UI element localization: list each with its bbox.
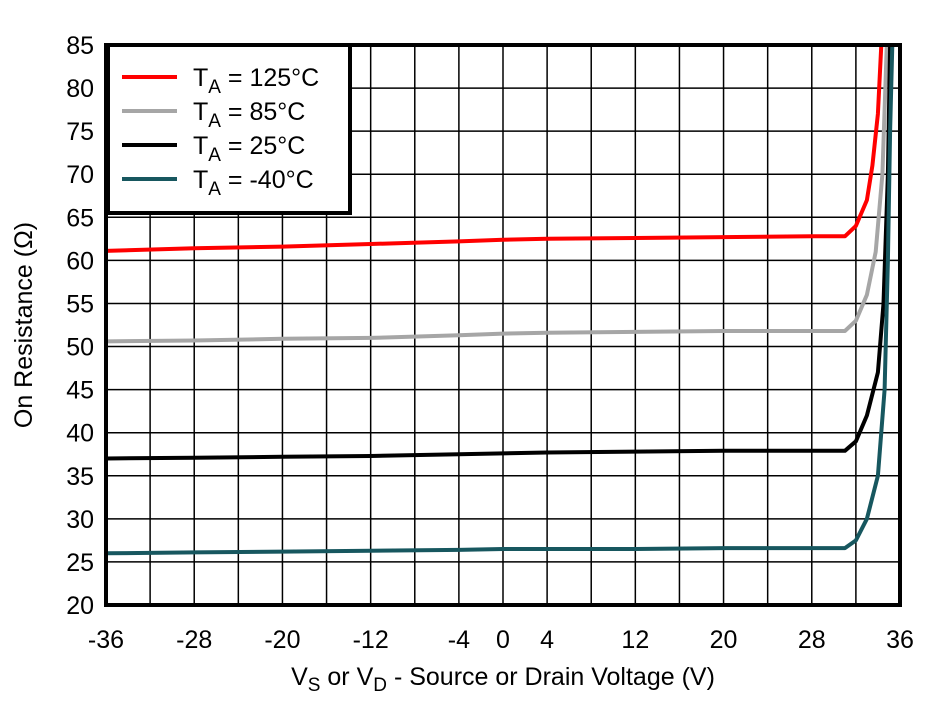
legend-label-3: TA = -40°C	[193, 166, 314, 200]
y-tick-label: 35	[66, 463, 94, 491]
x-tick-label: 12	[621, 626, 649, 654]
legend: TA = 125°CTA = 85°CTA = 25°CTA = -40°C	[106, 43, 352, 215]
y-tick-label: 30	[66, 506, 94, 534]
y-tick-label: 55	[66, 290, 94, 318]
y-tick-label: 80	[66, 75, 94, 103]
x-axis-label: VS or VD - Source or Drain Voltage (V)	[291, 663, 715, 696]
legend-box	[106, 43, 352, 215]
x-tick-label: -4	[448, 626, 470, 654]
x-axis-ticks: -36 -28 -20 -12 -4 0 4 12 20 28 36	[88, 626, 914, 654]
x-tick-label: 20	[710, 626, 738, 654]
x-tick-label: 28	[798, 626, 826, 654]
legend-label-1: TA = 85°C	[193, 98, 305, 132]
plot-frame	[104, 43, 902, 607]
y-tick-label: 40	[66, 420, 94, 448]
y-tick-label: 65	[66, 204, 94, 232]
y-tick-label: 50	[66, 334, 94, 362]
legend-label-2: TA = 25°C	[193, 132, 305, 166]
y-tick-label: 85	[66, 32, 94, 60]
x-tick-label: -20	[264, 626, 300, 654]
x-tick-label: 0	[496, 626, 510, 654]
y-tick-label: 75	[66, 118, 94, 146]
x-tick-label: -12	[353, 626, 389, 654]
x-tick-label: 4	[540, 626, 554, 654]
series-line-3	[106, 45, 895, 556]
y-tick-label: 20	[66, 592, 94, 620]
series-line-1	[106, 45, 889, 344]
y-axis-ticks: 20 25 30 35 40 45 50 55 60 65 70 75 80 85	[66, 32, 94, 620]
x-tick-label: 36	[886, 626, 914, 654]
legend-label-0: TA = 125°C	[193, 64, 319, 98]
y-axis-label: On Resistance (Ω)	[10, 222, 38, 428]
y-tick-label: 45	[66, 377, 94, 405]
data-series	[106, 45, 895, 556]
series-line-2	[106, 45, 893, 461]
y-tick-label: 60	[66, 247, 94, 275]
grid-lines	[106, 45, 900, 605]
series-line-0	[106, 45, 884, 253]
y-tick-label: 70	[66, 161, 94, 189]
y-tick-label: 25	[66, 549, 94, 577]
x-tick-label: -36	[88, 626, 124, 654]
x-tick-label: -28	[176, 626, 212, 654]
